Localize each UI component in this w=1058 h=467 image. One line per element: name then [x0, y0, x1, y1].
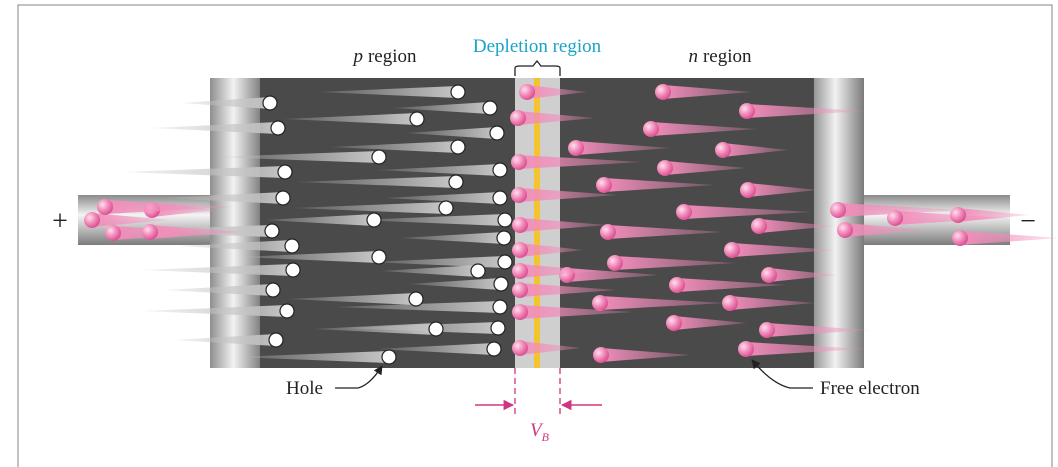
hole: [493, 163, 507, 177]
electron: [722, 295, 738, 311]
hole: [494, 277, 508, 291]
hole-label: Hole: [286, 378, 323, 399]
electron: [511, 154, 527, 170]
hole: [266, 283, 280, 297]
electron: [510, 110, 526, 126]
hole: [372, 250, 386, 264]
electron: [759, 322, 775, 338]
electron: [643, 121, 659, 137]
hole: [367, 213, 381, 227]
left-contact: [210, 78, 262, 368]
hole: [382, 350, 396, 364]
hole-trail: [121, 166, 285, 178]
page: pregion Depletion region nregion + − Hol…: [0, 0, 1058, 467]
barrier-label: VB: [530, 420, 550, 444]
electron: [600, 224, 616, 240]
electron: [676, 204, 692, 220]
electron: [952, 230, 968, 246]
electron: [512, 217, 528, 233]
electron: [751, 218, 767, 234]
hole: [409, 292, 423, 306]
hole: [497, 231, 511, 245]
electron: [512, 340, 528, 356]
electron: [607, 255, 623, 271]
brace: [515, 61, 560, 76]
electron: [724, 242, 740, 258]
electron: [519, 84, 535, 100]
hole: [429, 322, 443, 336]
electron: [97, 199, 113, 215]
electron: [84, 212, 100, 228]
electron: [568, 140, 584, 156]
hole: [487, 342, 501, 356]
electron: [655, 84, 671, 100]
hole: [285, 239, 299, 253]
p-italic: p: [351, 46, 363, 67]
hole-pointer: [335, 366, 382, 388]
hole: [265, 224, 279, 238]
hole: [269, 333, 283, 347]
electron: [512, 282, 528, 298]
electron: [740, 182, 756, 198]
electron: [105, 225, 121, 241]
hole: [449, 175, 463, 189]
electron: [887, 210, 903, 226]
hole: [491, 321, 505, 335]
electron: [669, 277, 685, 293]
electron: [739, 103, 755, 119]
electron: [512, 242, 528, 258]
electron: [837, 222, 853, 238]
hole: [280, 304, 294, 318]
electron: [511, 187, 527, 203]
electron: [592, 295, 608, 311]
electron: [657, 160, 673, 176]
electron: [666, 315, 682, 331]
barrier-sub: B: [542, 430, 550, 444]
depletion-label: Depletion region: [473, 36, 602, 57]
hole: [278, 165, 292, 179]
electron: [142, 224, 158, 240]
electron-label: Free electron: [820, 378, 920, 399]
hole: [451, 85, 465, 99]
electron: [512, 304, 528, 320]
hole: [286, 263, 300, 277]
hole: [372, 150, 386, 164]
hole: [490, 126, 504, 140]
electron: [593, 347, 609, 363]
right-contact: [812, 78, 864, 368]
hole: [493, 191, 507, 205]
diagram: pregion Depletion region nregion + − Hol…: [0, 0, 1058, 467]
hole: [410, 112, 424, 126]
hole: [498, 213, 512, 227]
electron: [512, 263, 528, 279]
hole: [271, 121, 285, 135]
plus-sign: +: [52, 206, 68, 237]
minus-sign: −: [1020, 206, 1036, 237]
hole: [493, 300, 507, 314]
hole: [263, 96, 277, 110]
electron: [830, 202, 846, 218]
electron: [950, 207, 966, 223]
n-italic: n: [688, 46, 698, 67]
electron: [596, 177, 612, 193]
p-text: region: [368, 46, 417, 67]
hole: [276, 191, 290, 205]
electron: [715, 142, 731, 158]
hole: [439, 201, 453, 215]
n-text: region: [703, 46, 752, 67]
electron: [738, 341, 754, 357]
electron: [761, 267, 777, 283]
hole: [483, 101, 497, 115]
hole: [471, 264, 485, 278]
hole: [451, 140, 465, 154]
hole: [498, 255, 512, 269]
